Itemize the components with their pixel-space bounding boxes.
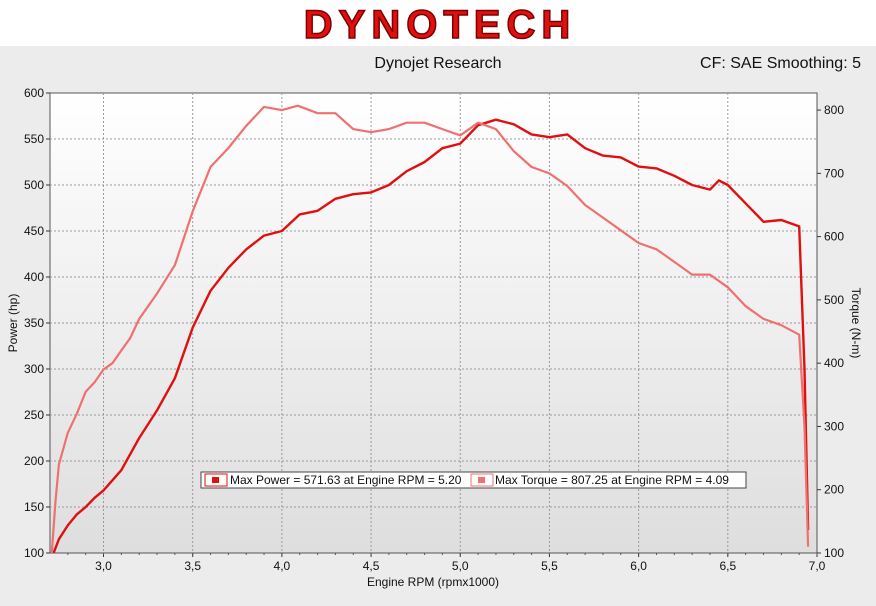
legend: Max Power = 571.63 at Engine RPM = 5.20 …	[200, 471, 747, 489]
y-tick-label: 450	[24, 224, 44, 238]
y-tick-label: 550	[24, 132, 44, 146]
legend-swatch-power-fill	[212, 477, 219, 483]
x-tick-label: 7,0	[809, 559, 826, 573]
x-tick-label: 6,0	[630, 559, 647, 573]
x-axis-ticks: 3,0 3,5 4,0 4,5 5,0 5,5 6,0 6,5 7,0	[67, 553, 826, 573]
chart-title: Dynojet Research	[374, 55, 502, 72]
legend-power-label: Max Power = 571.63 at Engine RPM = 5.20	[230, 473, 462, 487]
dynotech-logo: DYNOTECH	[303, 2, 576, 46]
y-axis-label: Power (hp)	[6, 294, 20, 353]
y2-tick-label: 400	[824, 356, 844, 370]
y2-tick-label: 300	[824, 419, 844, 433]
grid-lines	[50, 93, 817, 553]
x-tick-label: 3,0	[95, 559, 112, 573]
logo-text: DYNOTECH	[304, 3, 576, 46]
y-tick-label: 500	[24, 178, 44, 192]
x-tick-label: 5,5	[541, 559, 558, 573]
y2-tick-label: 800	[824, 103, 844, 117]
y-tick-label: 350	[24, 316, 44, 330]
y-tick-label: 100	[24, 546, 44, 560]
y2-tick-label: 100	[824, 546, 844, 560]
y-tick-label: 600	[24, 86, 44, 100]
y-tick-label: 400	[24, 270, 44, 284]
y-tick-label: 250	[24, 408, 44, 422]
y2-axis-label: Torque (N-m)	[849, 288, 863, 359]
torque-series-line	[50, 104, 810, 553]
x-axis-label: Engine RPM (rpmx1000)	[367, 575, 499, 589]
y2-tick-label: 600	[824, 230, 844, 244]
legend-swatch-torque-fill	[478, 477, 485, 483]
x-tick-label: 3,5	[184, 559, 201, 573]
correction-info: CF: SAE Smoothing: 5	[700, 55, 861, 72]
y2-tick-label: 200	[824, 483, 844, 497]
y-tick-label: 300	[24, 362, 44, 376]
y2-tick-label: 500	[824, 293, 844, 307]
right-axis-ticks: 100 200 300 400 500 600 700 800	[817, 103, 844, 560]
legend-torque-label: Max Torque = 807.25 at Engine RPM = 4.09	[495, 473, 729, 487]
banner: DYNOTECH	[0, 0, 876, 46]
series-lines	[50, 104, 810, 553]
x-tick-label: 4,0	[274, 559, 291, 573]
power-series-line	[52, 118, 810, 553]
x-tick-label: 6,5	[719, 559, 736, 573]
left-axis-ticks: 100 150 200 250 300 350 400 450 500 550 600	[24, 86, 50, 560]
x-tick-label: 4,5	[363, 559, 380, 573]
y2-tick-label: 700	[824, 166, 844, 180]
y-tick-label: 200	[24, 454, 44, 468]
x-tick-label: 5,0	[452, 559, 469, 573]
y-tick-label: 150	[24, 500, 44, 514]
